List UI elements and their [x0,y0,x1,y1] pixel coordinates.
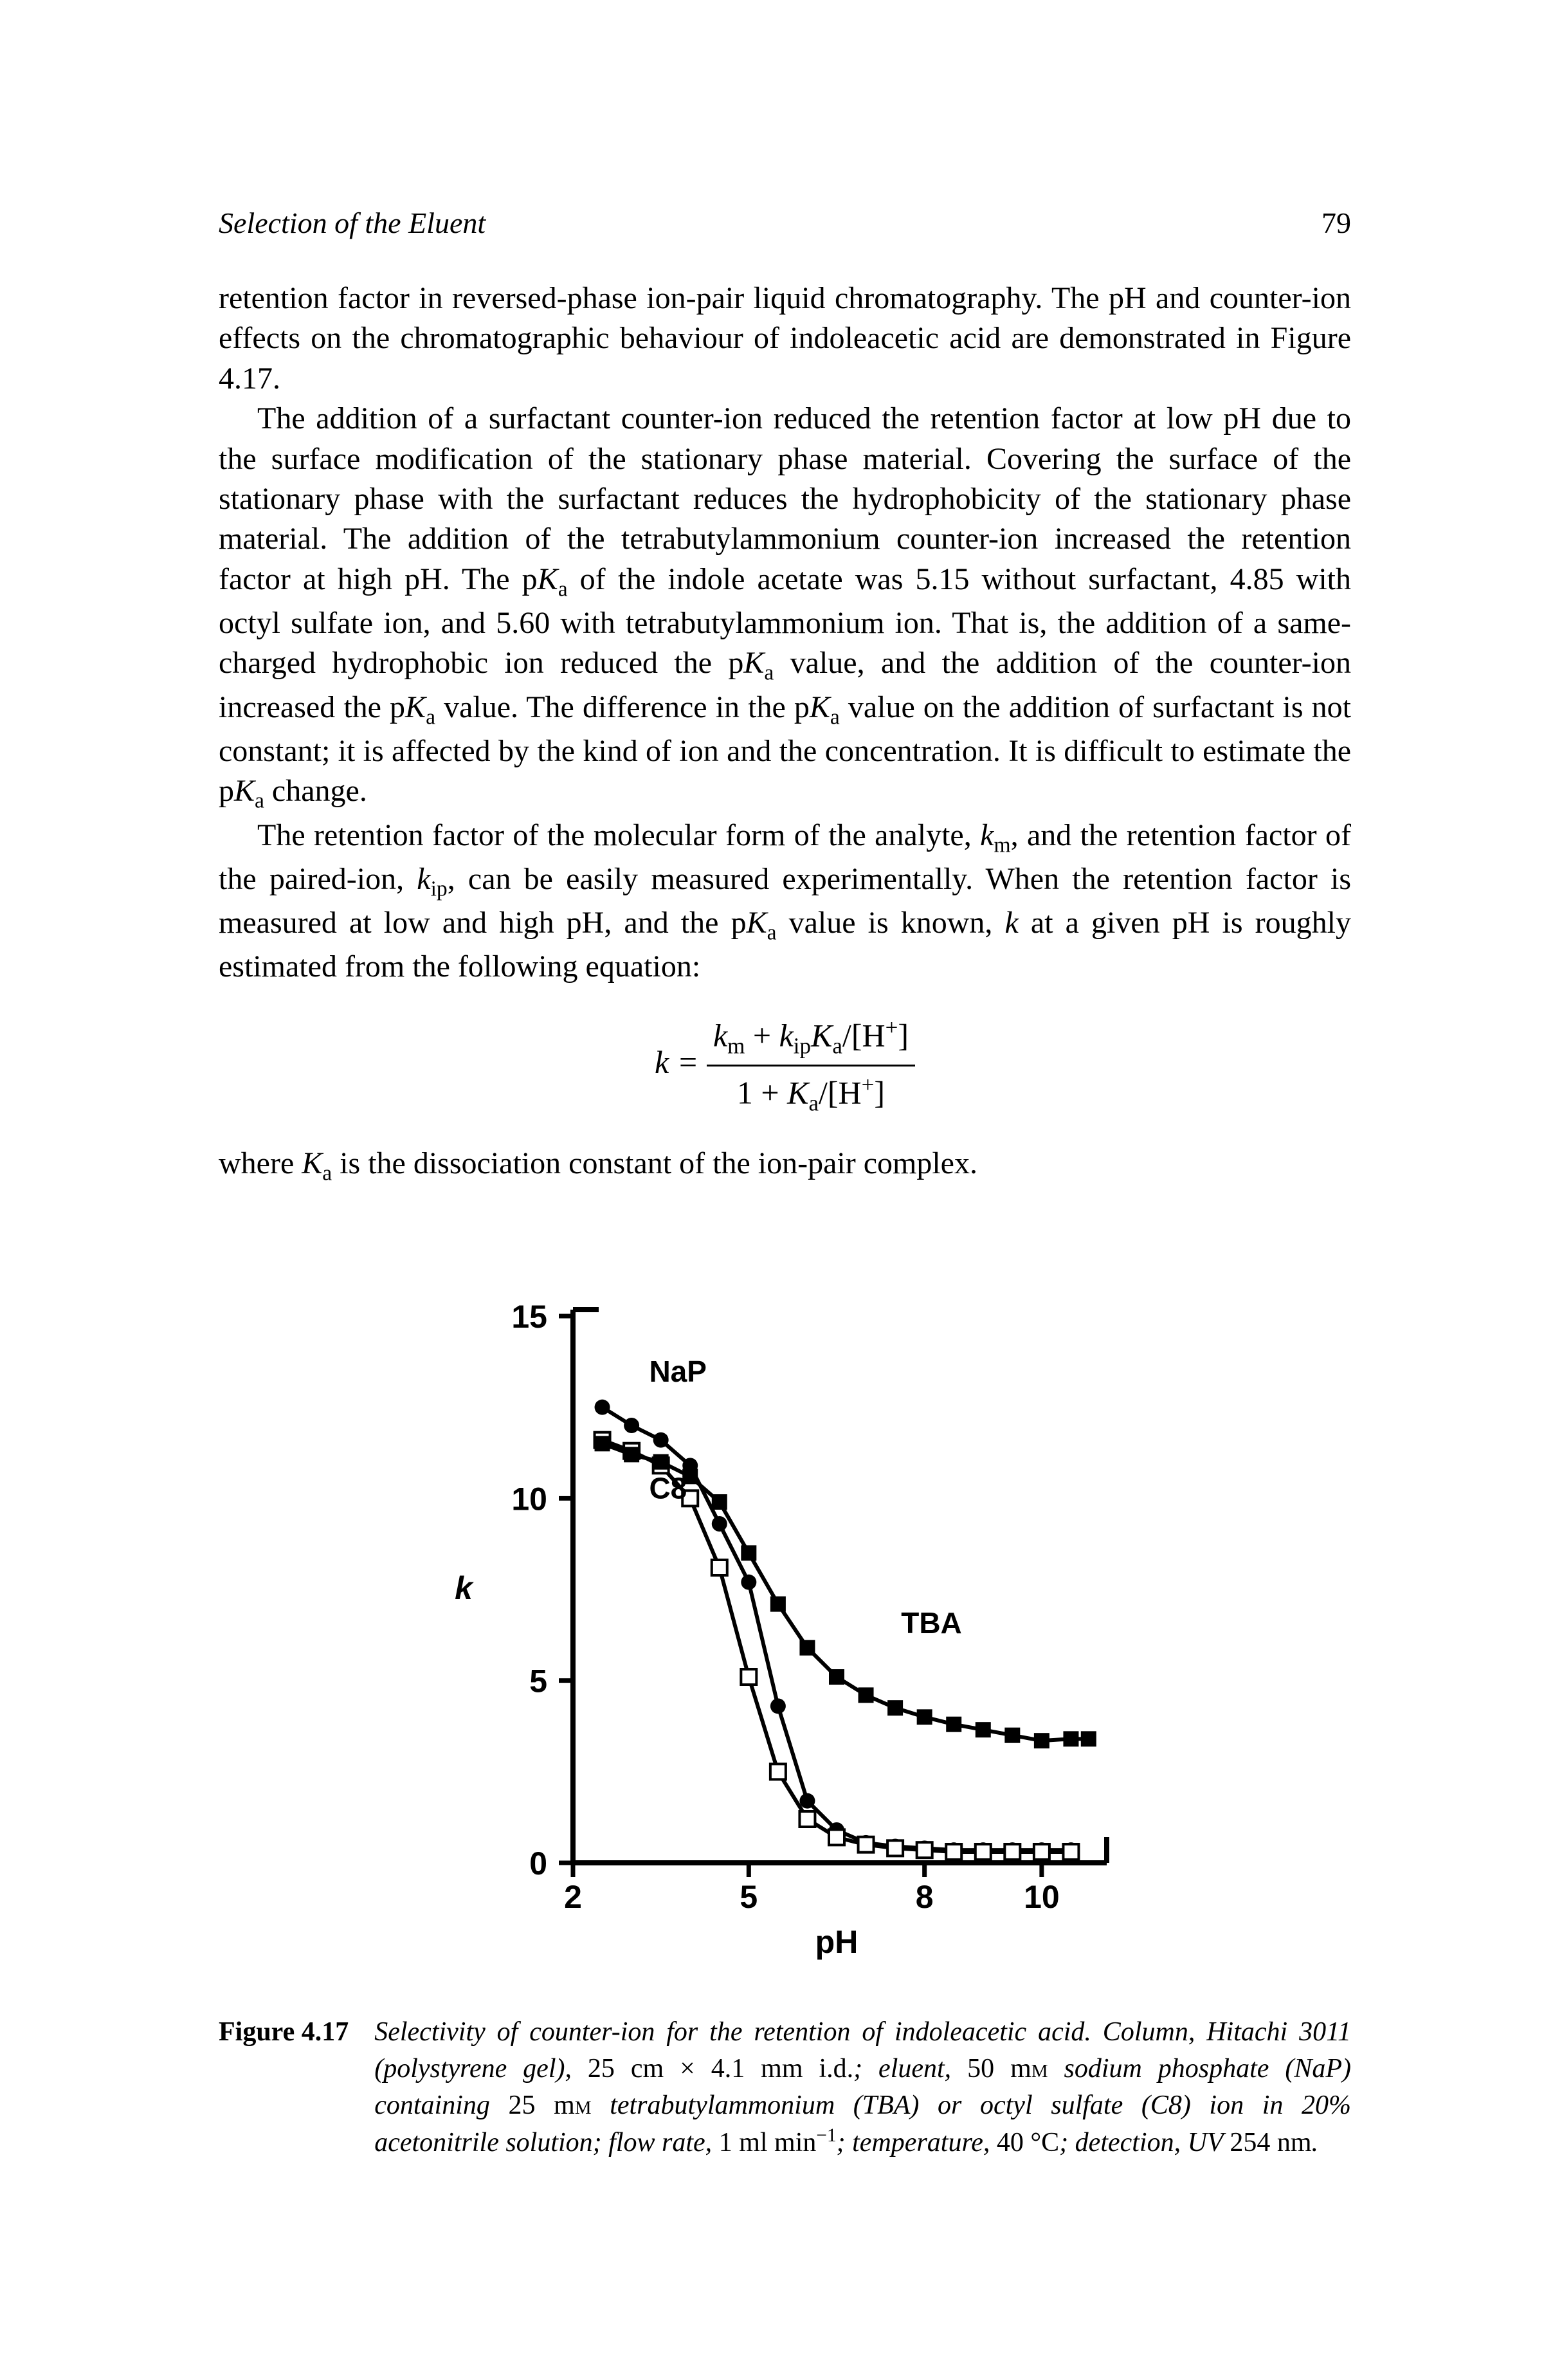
figure-block: 0 5 10 15 2 5 8 10 pH k NaP C8 TBA Figure 4.17 Selec… [219,1290,1351,2161]
chart-svg: 0 5 10 15 2 5 8 10 pH k NaP C8 TBA [431,1290,1139,1966]
figure-caption: Figure 4.17 Selectivity of counter-ion f… [219,2014,1351,2161]
svg-text:C8: C8 [649,1472,687,1505]
paragraph-1: retention factor in reversed-phase ion-p… [219,279,1351,399]
svg-text:TBA: TBA [901,1606,962,1640]
svg-text:8: 8 [915,1879,933,1915]
page: Selection of the Eluent 79 retention fac… [0,0,1544,2380]
running-title: Selection of the Eluent [219,206,486,240]
svg-text:0: 0 [529,1845,547,1881]
figure-caption-text: Selectivity of counter-ion for the reten… [374,2014,1351,2161]
svg-text:pH: pH [815,1924,858,1960]
running-head: Selection of the Eluent 79 [219,206,1351,240]
page-number: 79 [1321,206,1351,240]
svg-text:5: 5 [740,1879,758,1915]
figure-label: Figure 4.17 [219,2014,374,2161]
svg-text:NaP: NaP [649,1355,706,1388]
svg-text:k: k [455,1570,474,1606]
svg-text:10: 10 [511,1481,547,1517]
numerator: km + kipKa/[H+] [707,1013,915,1066]
svg-text:15: 15 [511,1299,547,1335]
equation: k = km + kipKa/[H+] 1 + Ka/[H+] [219,1013,1351,1118]
paragraph-4: where Ka is the dissociation constant of… [219,1144,1351,1187]
svg-text:5: 5 [529,1663,547,1699]
chart: 0 5 10 15 2 5 8 10 pH k NaP C8 TBA [431,1290,1139,1969]
svg-text:2: 2 [564,1879,582,1915]
denominator: 1 + Ka/[H+] [707,1066,915,1118]
svg-text:10: 10 [1024,1879,1060,1915]
body-text: retention factor in reversed-phase ion-p… [219,279,1351,1187]
paragraph-2: The addition of a surfactant counter-ion… [219,399,1351,815]
paragraph-3: The retention factor of the molecular fo… [219,816,1351,987]
fraction: km + kipKa/[H+] 1 + Ka/[H+] [707,1013,915,1118]
